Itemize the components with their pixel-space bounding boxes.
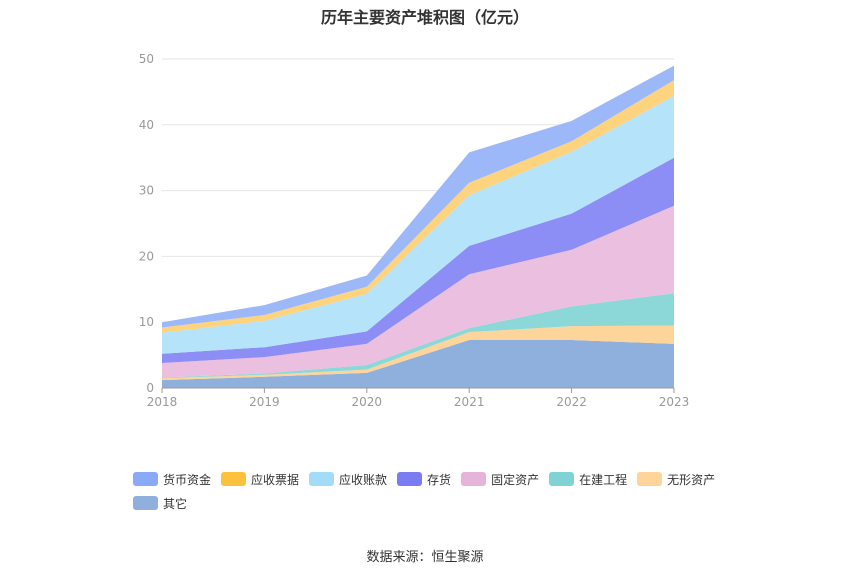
- y-tick-label: 50: [139, 52, 154, 66]
- legend-label: 无形资产: [667, 472, 716, 487]
- legend-swatch: [133, 496, 158, 510]
- legend-label: 存货: [427, 472, 452, 487]
- legend-label: 固定资产: [491, 472, 540, 487]
- x-tick-label: 2018: [147, 395, 178, 409]
- legend-label: 应收账款: [339, 472, 388, 487]
- x-tick-label: 2022: [556, 395, 587, 409]
- x-tick-label: 2023: [659, 395, 690, 409]
- area-固定资产[interactable]: [162, 205, 674, 378]
- x-tick-label: 2020: [352, 395, 383, 409]
- y-tick-label: 20: [139, 249, 154, 263]
- axes: 0 10 20 30 40 50 2018 2019 2020 2021 2022 2023: [139, 52, 690, 409]
- legend-item[interactable]: 应收账款: [309, 471, 387, 487]
- legend-label: 货币资金: [163, 472, 212, 487]
- area-货币资金[interactable]: [162, 65, 674, 328]
- legend-item[interactable]: 在建工程: [549, 471, 627, 487]
- legend-swatch: [637, 472, 663, 486]
- legend: 货币资金 应收票据 应收账款 存货 固定资产 在建工程 无形资产其它: [133, 471, 733, 511]
- legend-item[interactable]: 固定资产: [461, 471, 539, 487]
- legend-swatch: [549, 472, 575, 486]
- area-series: [162, 65, 674, 388]
- y-tick-label: 0: [146, 381, 154, 395]
- legend-label: 在建工程: [579, 472, 628, 487]
- area-在建工程[interactable]: [162, 293, 674, 379]
- legend-swatch: [133, 472, 158, 486]
- source-note: 数据来源：恒生聚源: [366, 550, 484, 565]
- legend-swatch: [221, 472, 247, 486]
- legend-item[interactable]: 无形资产: [637, 471, 715, 487]
- legend-swatch: [397, 472, 423, 486]
- area-其它[interactable]: [162, 340, 674, 388]
- chart-title: 历年主要资产堆积图（亿元）: [320, 8, 529, 27]
- legend-item[interactable]: 存货: [397, 471, 451, 487]
- y-tick-label: 40: [139, 118, 154, 132]
- legend-swatch: [309, 472, 335, 486]
- area-无形资产[interactable]: [162, 325, 674, 381]
- y-tick-label: 10: [139, 315, 154, 329]
- x-tick-label: 2019: [249, 395, 280, 409]
- legend-label: 其它: [163, 496, 188, 511]
- area-应收账款[interactable]: [162, 95, 674, 354]
- y-tick-label: 30: [139, 184, 154, 198]
- x-tick-label: 2021: [454, 395, 485, 409]
- legend-swatch: [461, 472, 487, 486]
- legend-label: 应收票据: [251, 472, 300, 487]
- legend-item[interactable]: 货币资金: [133, 471, 211, 487]
- legend-item[interactable]: 应收票据: [221, 471, 299, 487]
- legend-item[interactable]: 其它: [133, 495, 187, 511]
